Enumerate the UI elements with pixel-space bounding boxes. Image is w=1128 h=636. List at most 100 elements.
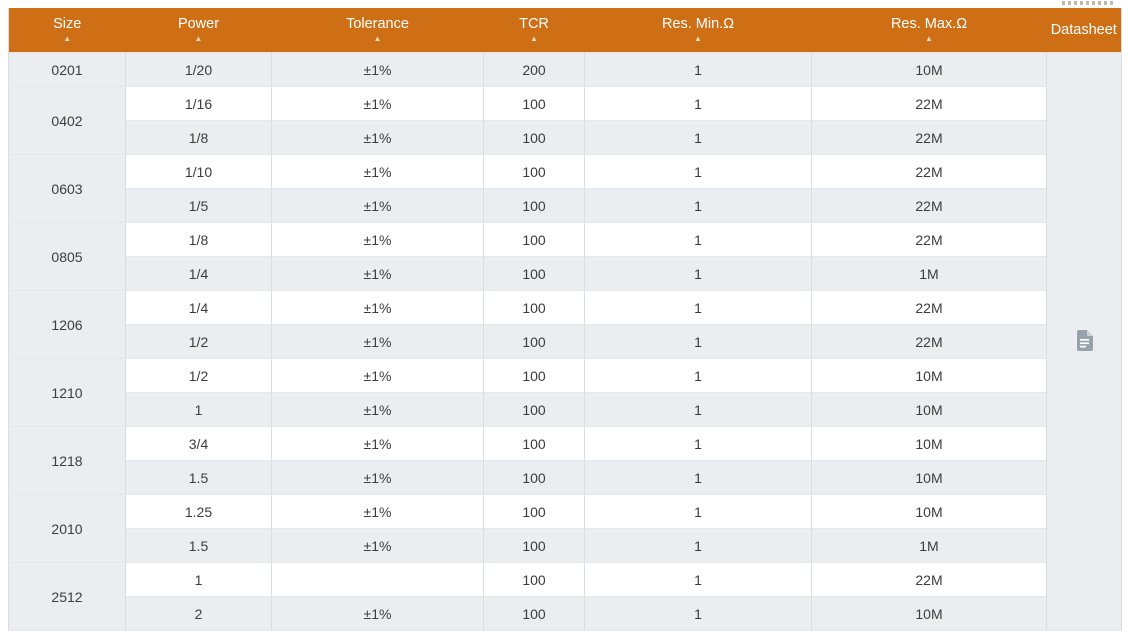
tcr-cell: 100	[483, 86, 585, 121]
tolerance-cell: ±1%	[271, 358, 484, 393]
power-cell: 1	[125, 392, 272, 427]
table-row: 1206 1/4 ±1% 100 1 22M	[8, 290, 1122, 359]
res-max-cell: 22M	[811, 154, 1047, 189]
res-max-cell: 10M	[811, 494, 1047, 529]
tolerance-cell: ±1%	[271, 222, 484, 257]
res-min-cell: 1	[584, 188, 812, 223]
power-cell: 1/10	[125, 154, 272, 189]
res-min-cell: 1	[584, 528, 812, 563]
column-header-power[interactable]: Power ▲	[125, 8, 272, 53]
tcr-cell: 200	[483, 52, 585, 87]
table-row: 0402 1/16 ±1% 100 1 22M	[8, 86, 1122, 155]
power-cell: 1.5	[125, 460, 272, 495]
tcr-cell: 100	[483, 154, 585, 189]
tolerance-cell: ±1%	[271, 392, 484, 427]
tolerance-cell: ±1%	[271, 188, 484, 223]
tcr-cell: 100	[483, 324, 585, 359]
res-min-cell: 1	[584, 562, 812, 597]
res-min-cell: 1	[584, 290, 812, 325]
res-min-cell: 1	[584, 358, 812, 393]
table-row: 1/4 ±1% 100 1 1M	[9, 256, 1122, 291]
table-row: 1/8 ±1% 100 1 22M	[9, 120, 1122, 155]
res-max-cell: 10M	[811, 358, 1047, 393]
column-header-size[interactable]: Size ▲	[8, 8, 126, 53]
power-cell: 1	[125, 562, 272, 597]
sort-arrow-icon[interactable]: ▲	[194, 34, 203, 43]
res-min-cell: 1	[584, 324, 812, 359]
clipped-text-fragment	[1062, 1, 1116, 5]
tcr-cell: 100	[483, 460, 585, 495]
res-max-cell: 10M	[811, 460, 1047, 495]
sort-arrow-icon[interactable]: ▲	[694, 34, 702, 43]
res-max-cell: 10M	[811, 52, 1047, 87]
res-min-cell: 1	[584, 494, 812, 529]
tcr-cell: 100	[483, 426, 585, 461]
power-cell: 1/5	[125, 188, 272, 223]
table-body: 0201 1/20 ±1% 200 1 10M 0402 1/16 ±1% 100 1 22M 1/8 ±…	[8, 52, 1122, 631]
column-header-datasheet: Datasheet	[1046, 8, 1122, 53]
power-cell: 1/2	[125, 358, 272, 393]
power-cell: 1/8	[125, 120, 272, 155]
sort-arrow-icon[interactable]: ▲	[925, 34, 933, 43]
tcr-cell: 100	[483, 120, 585, 155]
column-label: TCR	[519, 16, 549, 32]
tolerance-cell: ±1%	[271, 324, 484, 359]
tcr-cell: 100	[483, 562, 585, 597]
tcr-cell: 100	[483, 358, 585, 393]
table-row: 1210 1/2 ±1% 100 1 10M	[8, 358, 1122, 427]
res-max-cell: 22M	[811, 324, 1047, 359]
header-row: Size ▲ Power ▲ Tolerance ▲ TCR ▲ Res. Min.Ω ▲ Res.…	[8, 8, 1122, 53]
sort-arrow-icon[interactable]: ▲	[63, 34, 72, 43]
res-min-cell: 1	[584, 392, 812, 427]
table-row: 2010 1.25 ±1% 100 1 10M	[8, 494, 1122, 563]
size-cell: 2512	[8, 562, 126, 631]
column-label: Datasheet	[1050, 22, 1117, 38]
table-row: 1/5 ±1% 100 1 22M	[9, 188, 1122, 223]
tolerance-cell: ±1%	[271, 86, 484, 121]
column-header-res-max[interactable]: Res. Max.Ω ▲	[811, 8, 1047, 53]
tcr-cell: 100	[483, 256, 585, 291]
res-min-cell: 1	[584, 460, 812, 495]
power-cell: 3/4	[125, 426, 272, 461]
size-cell: 0201	[8, 52, 126, 87]
table-row: 0201 1/20 ±1% 200 1 10M	[8, 52, 1122, 631]
res-max-cell: 22M	[811, 86, 1047, 121]
column-header-tcr[interactable]: TCR ▲	[483, 8, 585, 53]
tolerance-cell: ±1%	[271, 528, 484, 563]
tolerance-cell: ±1%	[271, 460, 484, 495]
size-cell: 1206	[8, 290, 126, 359]
column-header-res-min[interactable]: Res. Min.Ω ▲	[584, 8, 812, 53]
column-label: Res. Max.Ω	[890, 16, 968, 32]
tcr-cell: 100	[483, 494, 585, 529]
column-label: Tolerance	[346, 16, 409, 32]
size-cell: 0402	[8, 86, 126, 155]
res-min-cell: 1	[584, 222, 812, 257]
res-max-cell: 22M	[811, 188, 1047, 223]
size-cell: 0603	[8, 154, 126, 223]
column-label: Power	[177, 16, 220, 32]
size-cell: 2010	[8, 494, 126, 563]
res-max-cell: 10M	[811, 426, 1047, 461]
tcr-cell: 100	[483, 596, 585, 631]
document-icon[interactable]	[1076, 329, 1093, 351]
power-cell: 1/2	[125, 324, 272, 359]
column-header-tolerance[interactable]: Tolerance ▲	[271, 8, 484, 53]
tcr-cell: 100	[483, 290, 585, 325]
tolerance-cell: ±1%	[271, 256, 484, 291]
power-cell: 1/16	[125, 86, 272, 121]
tolerance-cell: ±1%	[271, 154, 484, 189]
res-min-cell: 1	[584, 256, 812, 291]
res-max-cell: 10M	[811, 596, 1047, 631]
tolerance-cell	[271, 562, 484, 597]
table-row: 1.5 ±1% 100 1 10M	[9, 460, 1122, 495]
res-min-cell: 1	[584, 86, 812, 121]
sort-arrow-icon[interactable]: ▲	[373, 34, 382, 43]
table-row: 2512 1 100 1 22M	[8, 562, 1122, 631]
tolerance-cell: ±1%	[271, 290, 484, 325]
power-cell: 1/8	[125, 222, 272, 257]
sort-arrow-icon[interactable]: ▲	[530, 34, 538, 43]
res-max-cell: 22M	[811, 562, 1047, 597]
res-min-cell: 1	[584, 426, 812, 461]
res-max-cell: 22M	[811, 222, 1047, 257]
